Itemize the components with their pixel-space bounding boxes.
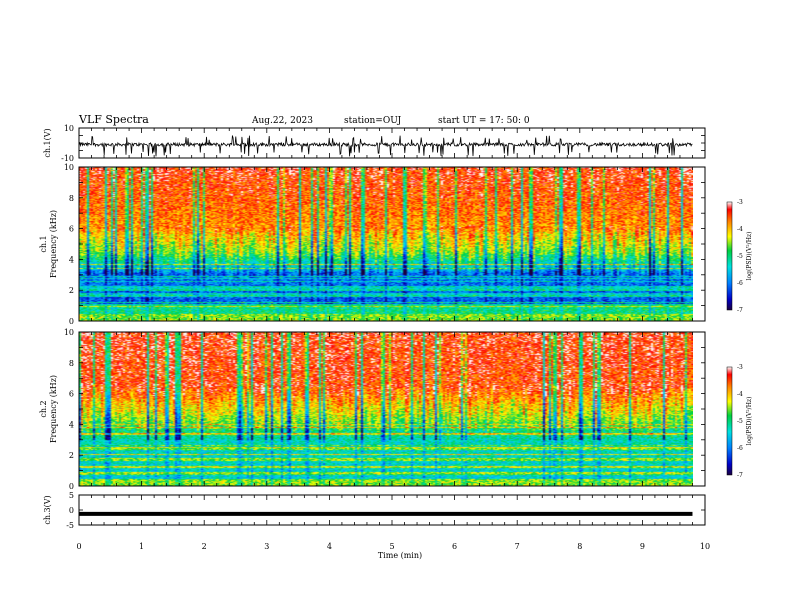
ch1-colorbar: -3 -4 -5 -6 -7 log(PSD)(V²/Hz) [726,199,753,314]
ch1-ytick-10: 10 [64,163,74,172]
ch1-colorbar-label: log(PSD)(V²/Hz) [746,232,753,281]
ch1-cb-tick-m7: -7 [737,307,743,314]
xtick-9: 9 [640,542,645,551]
ch2-cb-tick-m5: -5 [737,418,743,425]
ch3-waveform-ylabel: ch.3(V) [43,495,52,524]
xtick-10: 10 [700,542,710,551]
xtick-7: 7 [515,542,520,551]
ch2-colorbar-label: log(PSD)(V²/Hz) [746,397,753,446]
xtick-5: 5 [389,542,394,551]
ch1-colorbar-scale [726,201,733,311]
ch1-ytick-8: 8 [69,194,74,203]
ch3-waveform-ticks [78,494,706,526]
ch1-cb-tick-m4: -4 [737,226,743,233]
ch1-ytick-6: 6 [69,225,74,234]
ch2-cb-tick-m6: -6 [737,445,743,452]
xtick-3: 3 [264,542,269,551]
ch2-ytick-2: 2 [69,451,74,460]
ch2-ytick-4: 4 [69,420,74,429]
ch1-spectrogram-ytick-labels: 0 2 4 6 8 10 [64,163,74,326]
ch2-ytick-0: 0 [69,482,74,491]
x-axis: 0 1 2 3 4 5 6 7 8 9 10 Time (min) [76,542,710,560]
ch1-waveform-ticks [78,127,706,159]
station-label: station=OUJ [344,116,402,126]
ch2-spectrogram-ytick-labels: 0 2 4 6 8 10 [64,328,74,491]
ch2-colorbar-scale [726,366,733,476]
ch1-spectrogram-ylabel-channel: ch.1 [39,235,48,252]
xtick-1: 1 [139,542,144,551]
ch1-spectrogram-ylabel-freq: Frequency (kHz) [49,210,58,278]
ch2-spectrogram-image [79,332,693,486]
ch2-colorbar: -3 -4 -5 -6 -7 log(PSD)(V²/Hz) [726,364,753,479]
ch2-ytick-10: 10 [64,328,74,337]
xtick-4: 4 [327,542,332,551]
ch2-cb-tick-m7: -7 [737,472,743,479]
ch2-ytick-8: 8 [69,359,74,368]
ch3-ytick-mid: 0 [69,506,74,515]
xtick-6: 6 [452,542,457,551]
ch3-ytick-bottom: -5 [66,521,74,530]
xtick-8: 8 [577,542,582,551]
ch2-spectrogram-ylabel-freq: Frequency (kHz) [49,375,58,443]
ch2-ytick-6: 6 [69,390,74,399]
ch2-spectrogram-ticks [78,331,706,487]
x-axis-label: Time (min) [378,551,422,560]
ch1-cb-tick-m3: -3 [737,199,743,206]
ch2-spectrogram-panel: 0 2 4 6 8 10 ch.2 Frequency (kHz) -3 -4 … [39,328,753,491]
ch1-spectrogram-image [79,167,693,321]
ch1-spectrogram-ticks [78,166,706,322]
ch1-spectrogram-panel: 0 2 4 6 8 10 ch.1 Frequency (kHz) -3 -4 … [39,163,753,326]
xtick-2: 2 [202,542,207,551]
ch2-cb-tick-m4: -4 [737,391,743,398]
ch1-waveform-trace [78,135,693,157]
ch2-cb-tick-m3: -3 [737,364,743,371]
date-label: Aug.22, 2023 [251,116,313,126]
ch3-ytick-top: 5 [69,491,74,500]
start-time-label: start UT = 17: 50: 0 [438,116,530,126]
ch2-spectrogram-ylabel-channel: ch.2 [39,400,48,417]
ch1-waveform-panel: 10 -10 ch.1(V) [43,124,706,163]
ch1-ytick-bottom: -10 [61,154,74,163]
ch1-ytick-0: 0 [69,317,74,326]
ch1-waveform-ylabel: ch.1(V) [43,128,52,157]
xtick-0: 0 [76,542,81,551]
ch1-ytick-top: 10 [64,124,74,133]
figure-title: VLF Spectra [78,113,149,126]
ch1-ytick-4: 4 [69,255,74,264]
ch1-cb-tick-m5: -5 [737,253,743,260]
ch1-ytick-2: 2 [69,286,74,295]
ch1-cb-tick-m6: -6 [737,280,743,287]
ch3-waveform-panel: 5 0 -5 ch.3(V) [43,491,706,530]
